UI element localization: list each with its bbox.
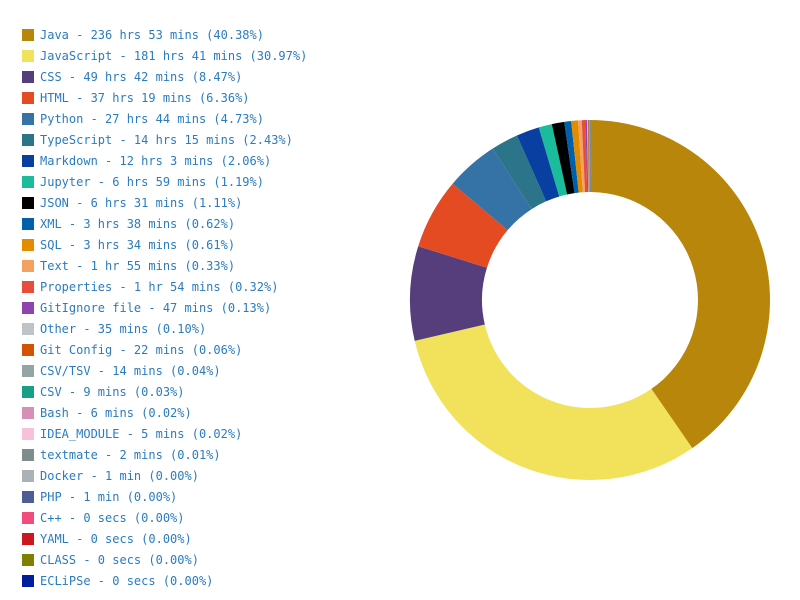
legend-swatch <box>22 407 34 419</box>
legend-label: CSS - 49 hrs 42 mins (8.47%) <box>40 70 242 84</box>
legend-swatch <box>22 92 34 104</box>
legend-item: TypeScript - 14 hrs 15 mins (2.43%) <box>22 129 380 150</box>
legend-label: CLASS - 0 secs (0.00%) <box>40 553 199 567</box>
legend-item: Java - 236 hrs 53 mins (40.38%) <box>22 24 380 45</box>
legend-label: Jupyter - 6 hrs 59 mins (1.19%) <box>40 175 264 189</box>
legend-swatch <box>22 386 34 398</box>
donut-slice <box>415 325 693 480</box>
legend-label: Java - 236 hrs 53 mins (40.38%) <box>40 28 264 42</box>
legend-swatch <box>22 50 34 62</box>
legend-item: HTML - 37 hrs 19 mins (6.36%) <box>22 87 380 108</box>
legend-item: PHP - 1 min (0.00%) <box>22 486 380 507</box>
legend-item: Docker - 1 min (0.00%) <box>22 465 380 486</box>
legend-item: SQL - 3 hrs 34 mins (0.61%) <box>22 234 380 255</box>
legend-swatch <box>22 260 34 272</box>
legend-swatch <box>22 113 34 125</box>
legend-swatch <box>22 449 34 461</box>
legend-item: JSON - 6 hrs 31 mins (1.11%) <box>22 192 380 213</box>
legend-swatch <box>22 71 34 83</box>
legend-swatch <box>22 344 34 356</box>
legend-label: Markdown - 12 hrs 3 mins (2.06%) <box>40 154 271 168</box>
legend-swatch <box>22 134 34 146</box>
legend-item: ECLiPSe - 0 secs (0.00%) <box>22 570 380 591</box>
legend-item: CSS - 49 hrs 42 mins (8.47%) <box>22 66 380 87</box>
legend-label: C++ - 0 secs (0.00%) <box>40 511 185 525</box>
legend-item: Properties - 1 hr 54 mins (0.32%) <box>22 276 380 297</box>
legend-swatch <box>22 554 34 566</box>
legend-item: YAML - 0 secs (0.00%) <box>22 528 380 549</box>
legend-item: Bash - 6 mins (0.02%) <box>22 402 380 423</box>
legend-item: Jupyter - 6 hrs 59 mins (1.19%) <box>22 171 380 192</box>
legend-swatch <box>22 176 34 188</box>
legend-label: HTML - 37 hrs 19 mins (6.36%) <box>40 91 250 105</box>
legend-swatch <box>22 323 34 335</box>
legend-label: Properties - 1 hr 54 mins (0.32%) <box>40 280 278 294</box>
legend-item: Other - 35 mins (0.10%) <box>22 318 380 339</box>
legend-swatch <box>22 491 34 503</box>
legend-item: CLASS - 0 secs (0.00%) <box>22 549 380 570</box>
legend-swatch <box>22 197 34 209</box>
legend-item: JavaScript - 181 hrs 41 mins (30.97%) <box>22 45 380 66</box>
legend-item: XML - 3 hrs 38 mins (0.62%) <box>22 213 380 234</box>
legend-swatch <box>22 428 34 440</box>
legend-swatch <box>22 281 34 293</box>
legend-item: CSV/TSV - 14 mins (0.04%) <box>22 360 380 381</box>
chart-area <box>380 0 800 600</box>
legend-label: Docker - 1 min (0.00%) <box>40 469 199 483</box>
legend-item: Markdown - 12 hrs 3 mins (2.06%) <box>22 150 380 171</box>
legend-label: PHP - 1 min (0.00%) <box>40 490 177 504</box>
legend-label: GitIgnore file - 47 mins (0.13%) <box>40 301 271 315</box>
legend-swatch <box>22 575 34 587</box>
legend-item: textmate - 2 mins (0.01%) <box>22 444 380 465</box>
legend-label: JavaScript - 181 hrs 41 mins (30.97%) <box>40 49 307 63</box>
legend-label: Python - 27 hrs 44 mins (4.73%) <box>40 112 264 126</box>
legend-label: Text - 1 hr 55 mins (0.33%) <box>40 259 235 273</box>
donut-chart <box>390 100 790 500</box>
legend-item: Git Config - 22 mins (0.06%) <box>22 339 380 360</box>
legend-item: Python - 27 hrs 44 mins (4.73%) <box>22 108 380 129</box>
legend-swatch <box>22 470 34 482</box>
legend: Java - 236 hrs 53 mins (40.38%) JavaScrip… <box>0 0 380 600</box>
legend-item: C++ - 0 secs (0.00%) <box>22 507 380 528</box>
legend-swatch <box>22 365 34 377</box>
legend-label: YAML - 0 secs (0.00%) <box>40 532 192 546</box>
legend-swatch <box>22 512 34 524</box>
legend-label: CSV/TSV - 14 mins (0.04%) <box>40 364 221 378</box>
legend-label: IDEA_MODULE - 5 mins (0.02%) <box>40 427 242 441</box>
legend-label: Git Config - 22 mins (0.06%) <box>40 343 242 357</box>
layout: Java - 236 hrs 53 mins (40.38%) JavaScrip… <box>0 0 800 600</box>
legend-swatch <box>22 155 34 167</box>
legend-label: TypeScript - 14 hrs 15 mins (2.43%) <box>40 133 293 147</box>
legend-label: JSON - 6 hrs 31 mins (1.11%) <box>40 196 242 210</box>
legend-label: textmate - 2 mins (0.01%) <box>40 448 221 462</box>
legend-label: ECLiPSe - 0 secs (0.00%) <box>40 574 213 588</box>
legend-label: SQL - 3 hrs 34 mins (0.61%) <box>40 238 235 252</box>
legend-swatch <box>22 302 34 314</box>
legend-item: CSV - 9 mins (0.03%) <box>22 381 380 402</box>
donut-slice <box>590 120 770 448</box>
legend-label: CSV - 9 mins (0.03%) <box>40 385 185 399</box>
legend-swatch <box>22 29 34 41</box>
legend-swatch <box>22 239 34 251</box>
legend-swatch <box>22 533 34 545</box>
legend-item: IDEA_MODULE - 5 mins (0.02%) <box>22 423 380 444</box>
legend-item: GitIgnore file - 47 mins (0.13%) <box>22 297 380 318</box>
legend-item: Text - 1 hr 55 mins (0.33%) <box>22 255 380 276</box>
legend-swatch <box>22 218 34 230</box>
legend-label: Other - 35 mins (0.10%) <box>40 322 206 336</box>
legend-label: Bash - 6 mins (0.02%) <box>40 406 192 420</box>
legend-label: XML - 3 hrs 38 mins (0.62%) <box>40 217 235 231</box>
